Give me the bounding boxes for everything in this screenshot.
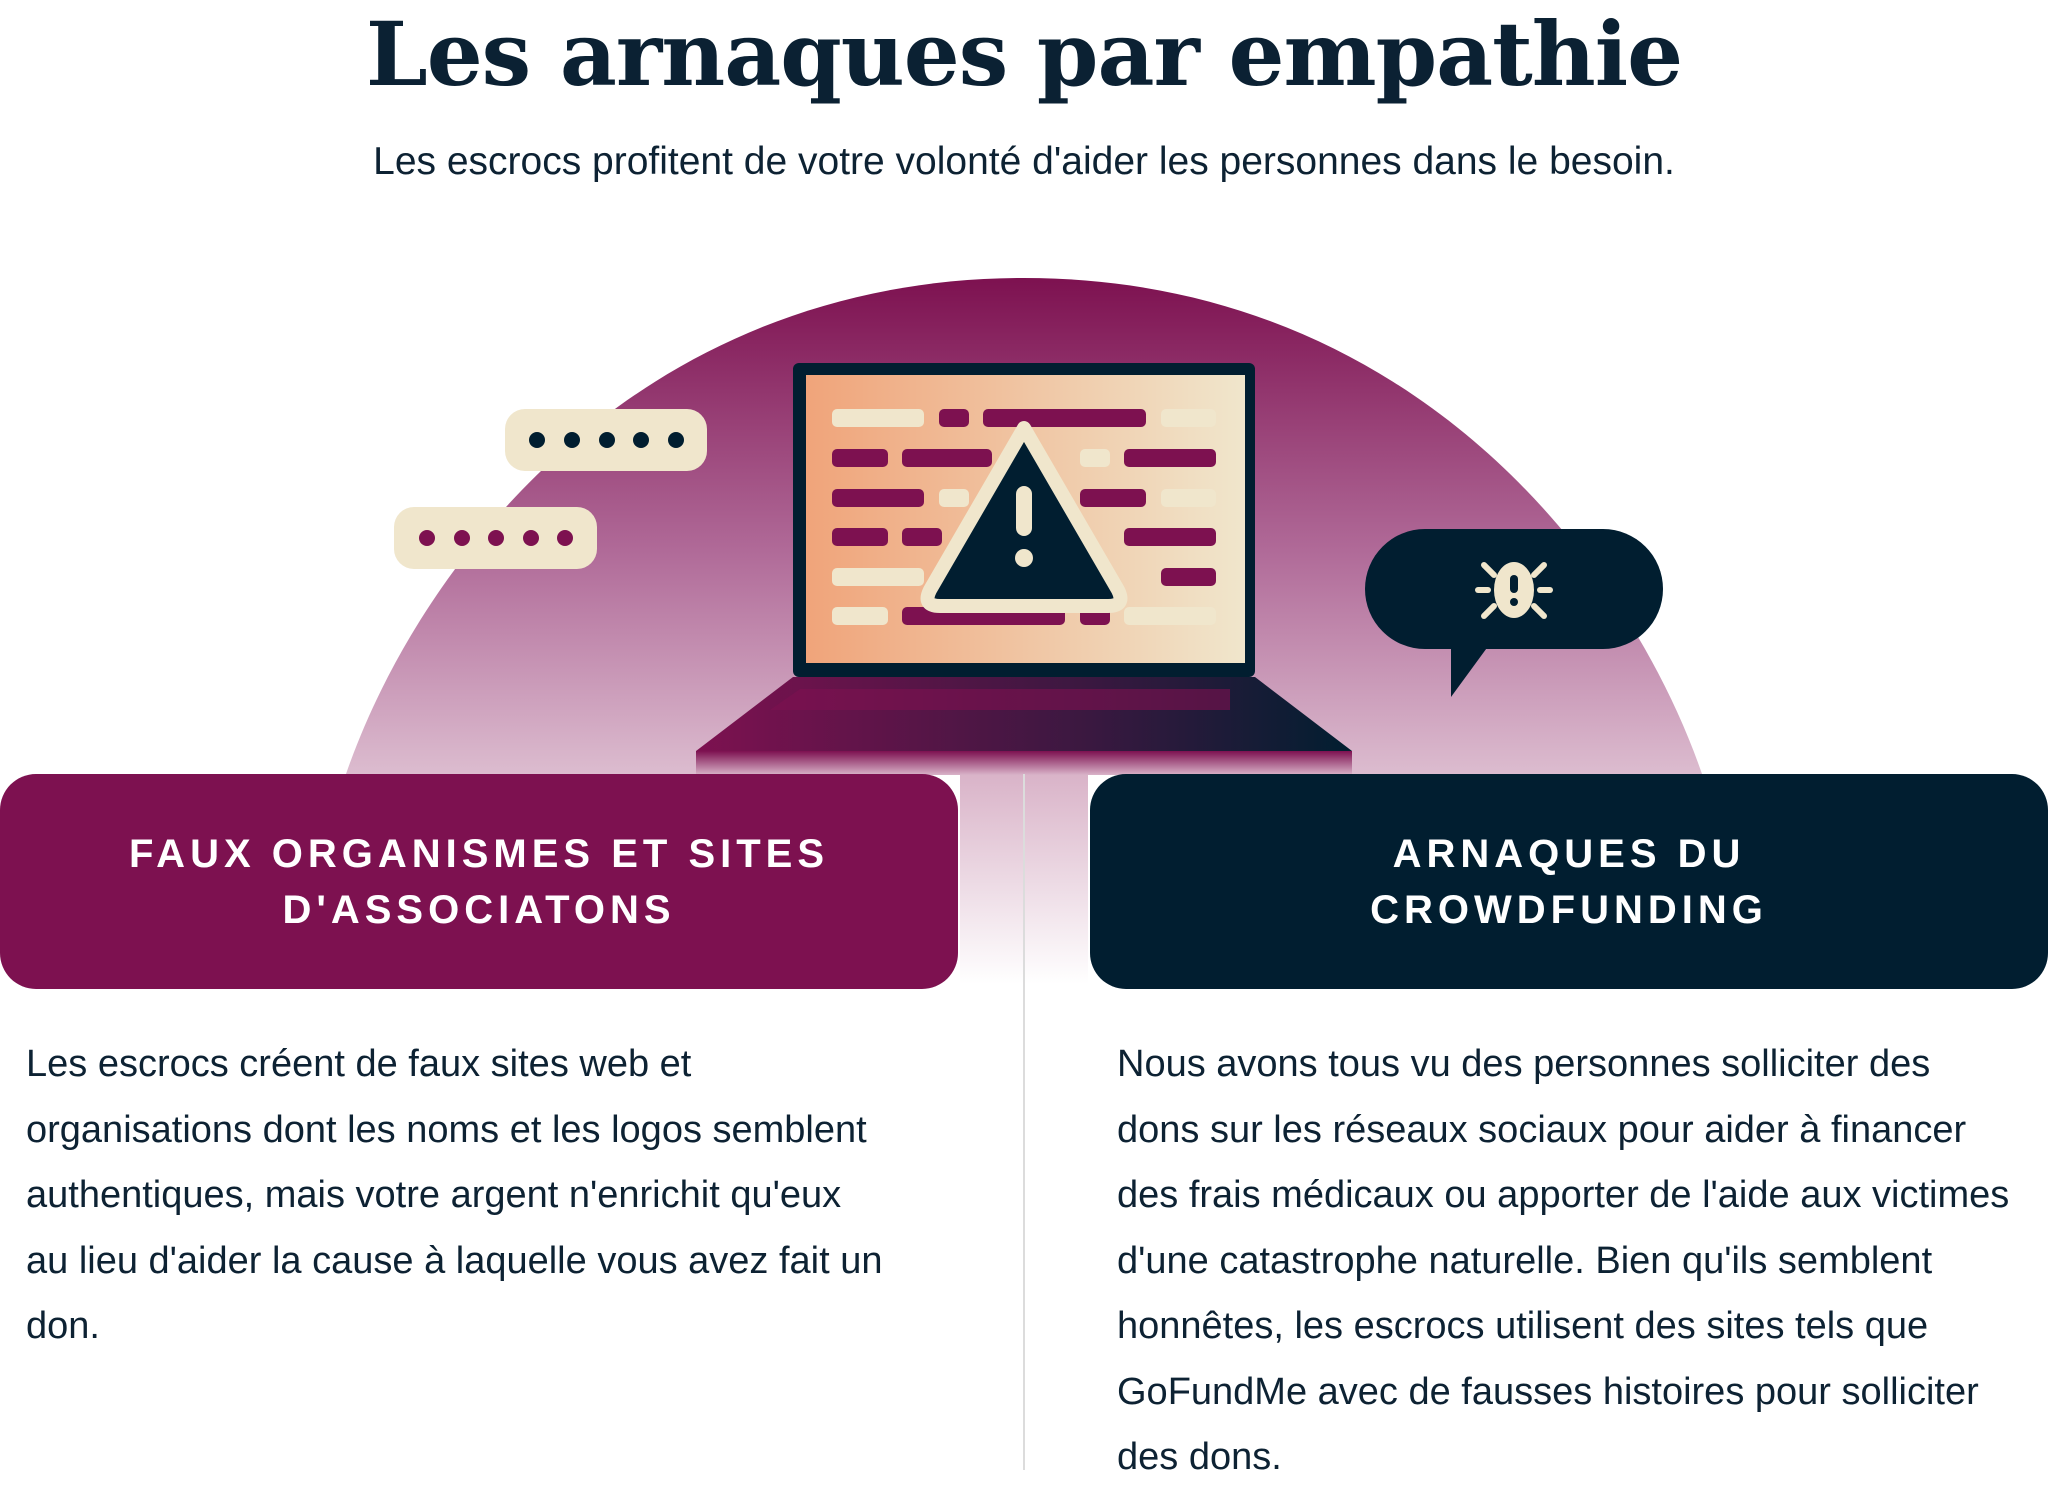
column-divider — [1023, 774, 1025, 1470]
page-subtitle: Les escrocs profitent de votre volonté d… — [373, 140, 1675, 183]
illustration — [346, 278, 1702, 984]
section-body-fake-organizations: Les escrocs créent de faux sites web et … — [26, 1043, 883, 1347]
warning-icon — [920, 421, 1128, 613]
bug-speech-bubble-icon — [1365, 529, 1663, 697]
section-body-crowdfunding: Nous avons tous vu des personnes sollici… — [1117, 1043, 2010, 1478]
section-header-crowdfunding: ARNAQUES DU CROWDFUNDING — [1090, 774, 2048, 989]
section-title: FAUX ORGANISMES ET SITES D'ASSOCIATONS — [128, 831, 830, 932]
section-header-fake-organizations: FAUX ORGANISMES ET SITES D'ASSOCIATONS — [0, 774, 958, 989]
page-title: Les arnaques par empathie — [365, 2, 1683, 106]
password-bubble-icon — [394, 409, 707, 569]
section-title: ARNAQUES DU CROWDFUNDING — [1370, 831, 1768, 932]
